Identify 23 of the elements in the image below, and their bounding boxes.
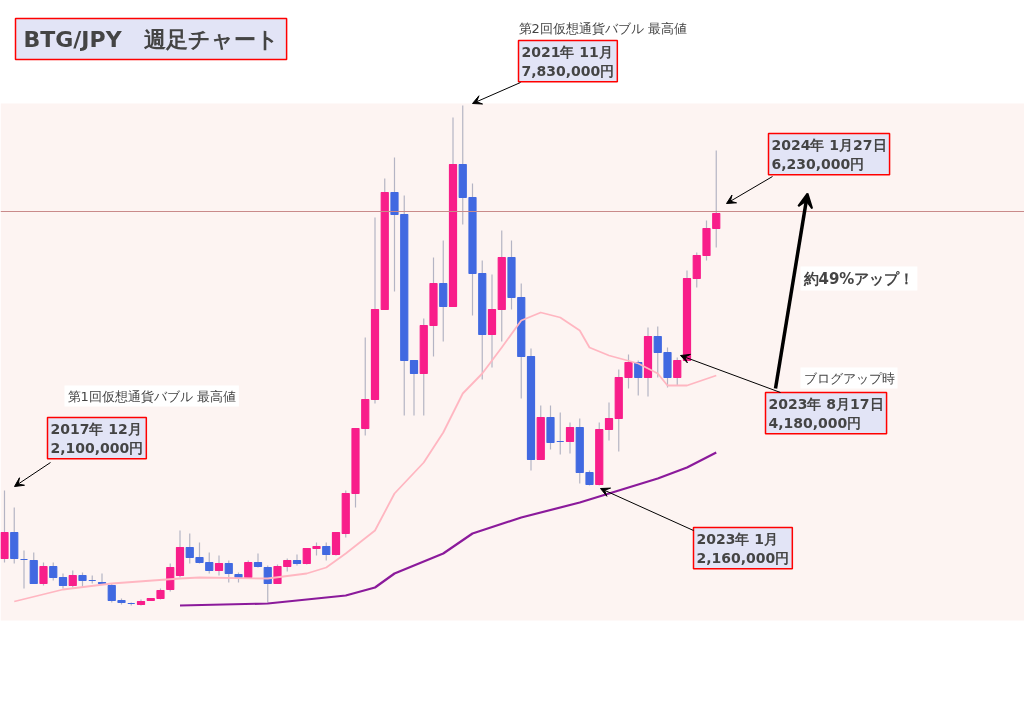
candlestick [604,401,614,442]
annotation: 2023年 1月 2,160,000円 [696,530,790,566]
candlestick [565,421,575,455]
candlestick [439,239,448,343]
text: 2023年 8月17日 4,180,000円 [768,395,884,431]
candlestick [331,531,341,557]
text: 第2回仮想通貨バブル 最高値 [518,20,687,36]
candlestick [29,551,38,585]
candlestick [673,356,682,387]
candlestick [292,553,302,567]
text: 2024年 1月27日 6,230,000円 [771,136,887,172]
candlestick [214,554,224,577]
candlestick [253,552,263,569]
text: 2021年 11月 7,830,000円 [521,43,615,79]
candlestick [409,359,419,417]
candlestick [224,559,233,584]
text: ブログアップ時 [803,370,895,386]
text: 約49%アップ！ [802,269,915,288]
annotation: 第1回仮想通貨バブル 最高値 [67,388,236,404]
chart-title: BTG/JPY 週足チャート [23,26,279,52]
candlestick [166,562,175,593]
candlestick [39,561,48,587]
annotation: 2017年 12月 2,100,000円 [50,420,144,456]
